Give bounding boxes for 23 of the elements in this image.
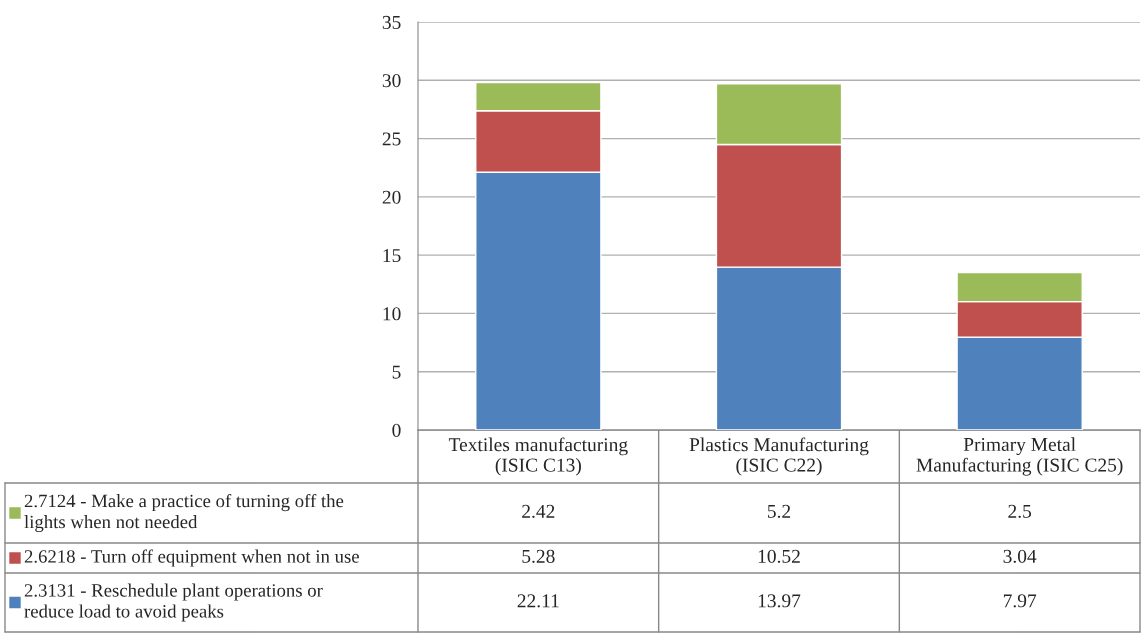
x-tick-label: Plastics Manufacturing (ISIC C22) bbox=[689, 437, 869, 476]
x-tick-label: Textiles manufacturing (ISIC C13) bbox=[448, 437, 628, 476]
x-tick-label: Primary Metal Manufacturing (ISIC C25) bbox=[916, 437, 1123, 476]
y-tick-label: 0 bbox=[392, 423, 401, 437]
data-label: 5.28 bbox=[522, 549, 555, 563]
y-tick-label: 20 bbox=[382, 190, 401, 204]
y-tick-label: 35 bbox=[382, 15, 401, 29]
legend-label: 2.7124 - Make a practice of turning off the lights when not needed bbox=[24, 493, 344, 533]
data-label: 7.97 bbox=[1003, 594, 1037, 608]
data-label: 2.42 bbox=[522, 504, 555, 518]
data-label: 3.04 bbox=[1003, 549, 1037, 563]
legend-label: 2.6218 - Turn off equipment when not in use bbox=[24, 549, 359, 567]
data-label: 5.2 bbox=[767, 504, 791, 518]
data-label: 22.11 bbox=[517, 594, 559, 608]
y-tick-label: 30 bbox=[382, 74, 401, 88]
data-label: 10.52 bbox=[758, 549, 800, 563]
data-label: 2.5 bbox=[1008, 504, 1032, 518]
y-tick-label: 5 bbox=[392, 365, 401, 379]
data-label: 13.97 bbox=[758, 594, 801, 608]
legend-label: 2.3131 - Reschedule plant operations or reduce load to avoid peaks bbox=[24, 583, 323, 622]
y-tick-label: 25 bbox=[382, 132, 401, 146]
y-tick-label: 10 bbox=[383, 307, 401, 321]
y-tick-label: 15 bbox=[383, 249, 401, 263]
